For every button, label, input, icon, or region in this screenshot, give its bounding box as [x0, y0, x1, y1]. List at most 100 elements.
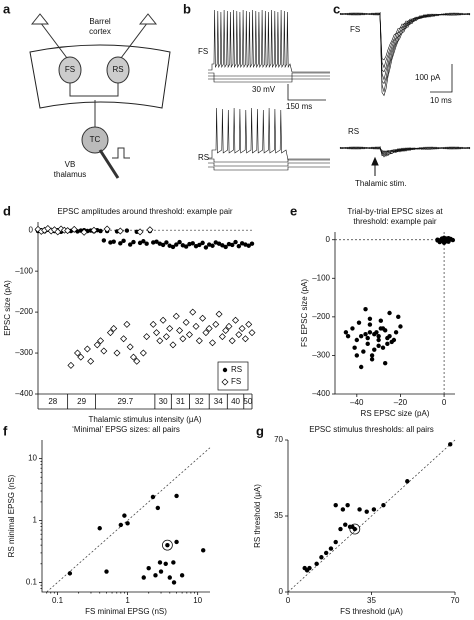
label: Thalamic stim. — [355, 179, 407, 188]
point — [367, 330, 373, 335]
trace — [339, 12, 471, 69]
electrode-tip — [30, 13, 50, 25]
y-tick-label: –200 — [15, 307, 33, 316]
point — [382, 360, 388, 366]
point — [146, 565, 151, 571]
point — [357, 507, 362, 512]
point — [74, 349, 82, 357]
point — [345, 502, 350, 508]
point — [187, 241, 192, 247]
point — [131, 239, 136, 245]
point — [90, 226, 98, 234]
unity-line — [287, 439, 456, 593]
point — [121, 238, 126, 244]
chart-title: Trial-by-trial EPSC sizes at — [347, 207, 443, 216]
point — [133, 357, 141, 365]
point — [118, 522, 124, 528]
y-tick-label: –400 — [15, 389, 33, 398]
point — [328, 546, 334, 551]
point — [174, 493, 179, 499]
panel-label: a — [3, 1, 11, 16]
point — [396, 314, 401, 320]
chart-title: ‘Minimal’ EPSG sizes: all pairs — [72, 425, 180, 434]
stim-arrow — [371, 156, 379, 176]
scale-bar — [287, 84, 326, 101]
trace — [339, 12, 471, 97]
x-axis-label: FS minimal EPSG (nS) — [85, 607, 167, 616]
point — [163, 561, 168, 566]
point — [405, 479, 410, 484]
point — [57, 225, 65, 233]
point — [238, 324, 246, 332]
label: cortex — [89, 27, 111, 36]
trace — [339, 12, 471, 61]
point — [314, 561, 319, 566]
point — [195, 337, 203, 345]
chart: EPSC amplitudes around threshold: exampl… — [3, 207, 256, 424]
scale-bar — [430, 64, 453, 93]
point — [122, 513, 127, 518]
point — [218, 333, 226, 341]
point — [367, 322, 373, 327]
group-label: 29.7 — [117, 397, 133, 406]
point — [158, 569, 164, 574]
x-tick-label: 0.1 — [52, 596, 64, 605]
point — [149, 320, 157, 328]
point — [228, 337, 236, 345]
point — [245, 320, 253, 328]
point — [343, 330, 349, 335]
point — [378, 318, 384, 323]
point — [354, 337, 360, 343]
point — [70, 225, 78, 233]
point — [385, 341, 390, 347]
point — [448, 442, 453, 447]
trace — [208, 166, 330, 171]
point — [374, 330, 379, 335]
point — [345, 333, 351, 339]
x-axis-label: FS threshold (μA) — [340, 607, 403, 616]
point — [197, 242, 202, 248]
point — [376, 343, 381, 348]
point — [100, 347, 108, 355]
y-tick-label: 0 — [279, 587, 284, 596]
point — [323, 550, 329, 556]
point — [212, 320, 220, 328]
point — [356, 320, 362, 325]
chart: EPSC stimulus thresholds: all pairs RS th… — [253, 425, 460, 616]
y-tick-label: 1 — [33, 516, 38, 525]
point — [155, 505, 161, 511]
point — [151, 240, 156, 245]
x-tick-label: 10 — [193, 596, 202, 605]
label: 150 ms — [286, 102, 312, 111]
y-tick-label: 0 — [326, 235, 331, 244]
panel-label: b — [183, 1, 191, 16]
point — [179, 335, 187, 343]
x-tick-label: 1 — [125, 596, 130, 605]
axes — [334, 232, 455, 395]
point — [376, 337, 381, 343]
point — [137, 240, 143, 246]
label: VB — [65, 160, 76, 169]
point — [189, 308, 197, 316]
point — [230, 242, 235, 248]
point — [439, 237, 445, 242]
panel-label: d — [3, 203, 11, 218]
point — [319, 555, 324, 560]
chart-title: EPSC stimulus thresholds: all pairs — [309, 425, 434, 434]
point — [156, 337, 164, 345]
point — [165, 542, 170, 548]
point — [159, 316, 167, 324]
point — [166, 324, 174, 332]
trace — [339, 146, 471, 154]
electrode — [117, 21, 149, 63]
circuit-diagram: Barrel cortex FS RS TC VB thalamus — [29, 13, 171, 179]
electrode-tip — [138, 13, 158, 25]
point — [157, 560, 163, 565]
panel-label: g — [256, 423, 264, 438]
group-label: 30 — [159, 397, 168, 406]
y-tick-label: –400 — [312, 389, 330, 398]
point — [441, 240, 447, 245]
point — [120, 335, 128, 343]
